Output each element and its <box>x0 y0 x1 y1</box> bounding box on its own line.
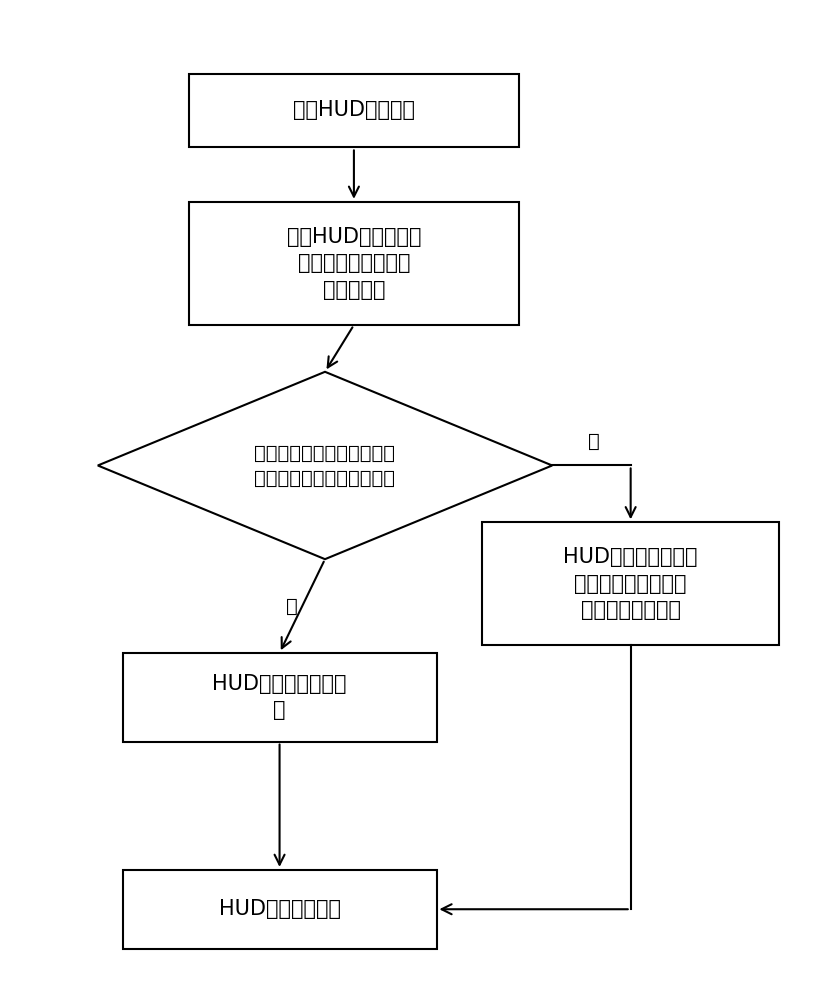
Text: HUD读取第一标定参
数: HUD读取第一标定参 数 <box>213 674 347 720</box>
Bar <box>123 653 437 742</box>
Bar <box>189 202 519 325</box>
Polygon shape <box>97 372 552 559</box>
Text: 确定第一标定参数与车辆主
机的第二标定参数是否相同: 确定第一标定参数与车辆主 机的第二标定参数是否相同 <box>255 443 396 487</box>
Text: HUD进入工作状态: HUD进入工作状态 <box>218 899 340 919</box>
Bar <box>123 870 437 949</box>
Text: 否: 否 <box>588 432 600 451</box>
Bar <box>482 522 780 645</box>
Text: 是: 是 <box>286 597 298 616</box>
Bar <box>189 74 519 147</box>
Text: HUD将第一标定参数
发送至车辆主机，以
更新第二标定参数: HUD将第一标定参数 发送至车辆主机，以 更新第二标定参数 <box>564 547 698 620</box>
Text: 确定HUD本地存储中
存在标定参数（第一
标定参数）: 确定HUD本地存储中 存在标定参数（第一 标定参数） <box>286 227 421 300</box>
Text: 车辆HUD电源打开: 车辆HUD电源打开 <box>293 100 415 120</box>
